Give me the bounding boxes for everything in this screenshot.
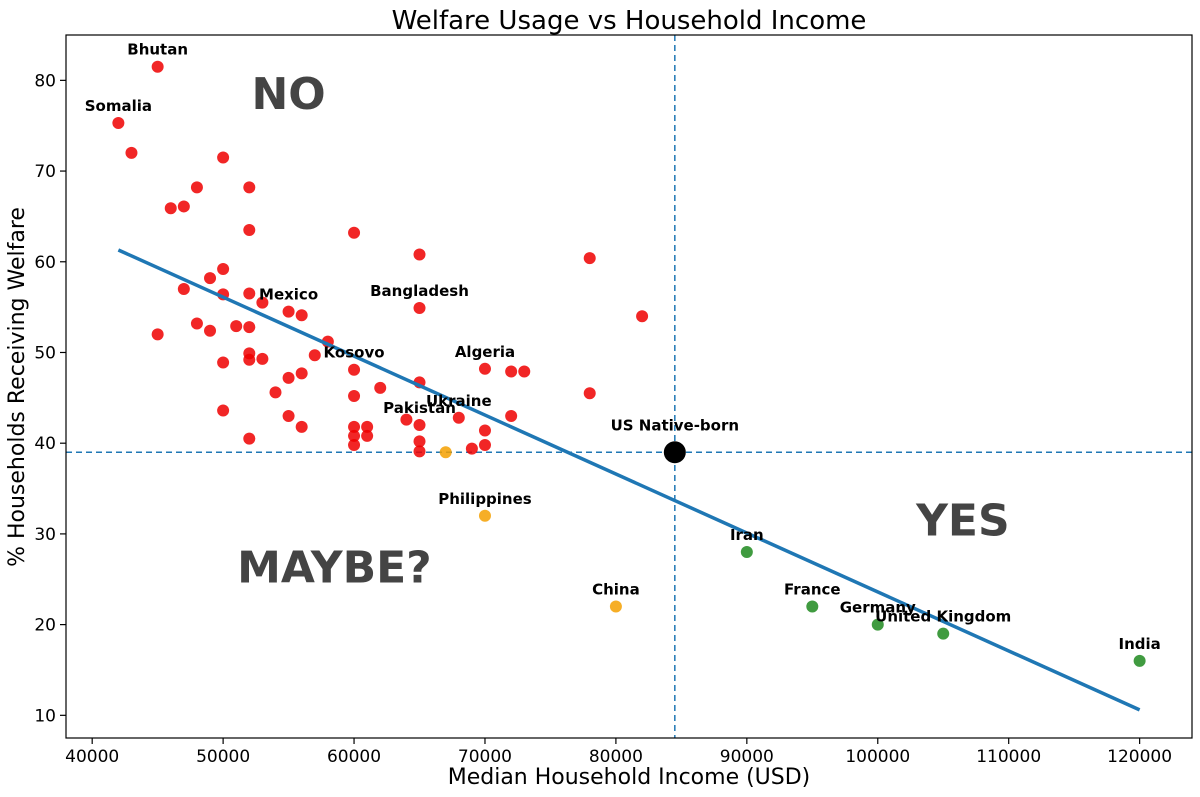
red-point — [230, 320, 242, 332]
point-label-china: China — [592, 580, 640, 598]
orange-point — [479, 510, 491, 522]
red-point — [243, 288, 255, 300]
red-point — [584, 252, 596, 264]
red-point — [243, 354, 255, 366]
red-point — [283, 306, 295, 318]
x-tick-label: 80000 — [589, 747, 643, 767]
red-point — [414, 445, 426, 457]
black-point — [664, 441, 686, 463]
red-point — [374, 382, 386, 394]
red-point — [243, 321, 255, 333]
red-point — [479, 424, 491, 436]
y-tick-label: 20 — [34, 616, 56, 636]
red-point — [636, 310, 648, 322]
red-point — [361, 430, 373, 442]
x-tick-label: 70000 — [458, 747, 512, 767]
red-point — [283, 410, 295, 422]
x-tick-label: 40000 — [65, 747, 119, 767]
red-point — [479, 363, 491, 375]
red-point — [414, 249, 426, 261]
red-point — [191, 317, 203, 329]
x-tick-label: 100000 — [845, 747, 910, 767]
quadrant-label-no: NO — [251, 69, 325, 120]
green-point — [806, 600, 818, 612]
red-point — [269, 386, 281, 398]
red-point — [243, 181, 255, 193]
x-tick-label: 60000 — [327, 747, 381, 767]
point-label-us-native-born: US Native-born — [611, 416, 740, 434]
point-label-india: India — [1118, 635, 1160, 653]
y-axis-title: % Households Receiving Welfare — [5, 207, 30, 567]
x-tick-label: 90000 — [720, 747, 774, 767]
y-tick-label: 10 — [34, 706, 56, 726]
point-label-iran: Iran — [730, 526, 764, 544]
y-tick-label: 70 — [34, 162, 56, 182]
chart-background — [0, 0, 1200, 797]
y-tick-label: 30 — [34, 525, 56, 545]
red-point — [296, 367, 308, 379]
red-point — [191, 181, 203, 193]
red-point — [414, 419, 426, 431]
y-tick-label: 60 — [34, 253, 56, 273]
red-point — [348, 390, 360, 402]
quadrant-label-yes: YES — [915, 495, 1010, 546]
red-point — [283, 372, 295, 384]
red-point — [217, 151, 229, 163]
green-point — [937, 628, 949, 640]
point-label-france: France — [784, 580, 841, 598]
red-point — [479, 439, 491, 451]
x-tick-label: 50000 — [196, 747, 250, 767]
x-axis-title: Median Household Income (USD) — [448, 765, 811, 790]
red-point — [296, 309, 308, 321]
red-point — [125, 147, 137, 159]
point-label-somalia: Somalia — [85, 97, 152, 115]
red-point — [348, 364, 360, 376]
red-point — [178, 200, 190, 212]
y-tick-label: 80 — [34, 71, 56, 91]
chart-root: Welfare Usage vs Household Income Median… — [0, 0, 1200, 797]
x-tick-label: 110000 — [976, 747, 1041, 767]
red-point — [505, 410, 517, 422]
point-label-algeria: Algeria — [455, 343, 515, 361]
red-point — [296, 421, 308, 433]
red-point — [204, 272, 216, 284]
orange-point — [440, 446, 452, 458]
red-point — [309, 349, 321, 361]
red-point — [217, 356, 229, 368]
red-point — [518, 366, 530, 378]
scatter-chart: Welfare Usage vs Household Income Median… — [0, 0, 1200, 797]
green-point — [1134, 655, 1146, 667]
red-point — [584, 387, 596, 399]
red-point — [414, 302, 426, 314]
green-point — [741, 546, 753, 558]
red-point — [256, 353, 268, 365]
red-point — [217, 263, 229, 275]
red-point — [112, 117, 124, 129]
chart-title: Welfare Usage vs Household Income — [392, 6, 867, 36]
point-label-united-kingdom: United Kingdom — [875, 608, 1011, 626]
point-label-mexico: Mexico — [259, 286, 318, 304]
red-point — [165, 202, 177, 214]
red-point — [217, 405, 229, 417]
red-point — [243, 433, 255, 445]
point-label-bangladesh: Bangladesh — [370, 282, 469, 300]
red-point — [204, 325, 216, 337]
red-point — [466, 443, 478, 455]
red-point — [152, 61, 164, 73]
red-point — [348, 439, 360, 451]
red-point — [348, 227, 360, 239]
red-point — [243, 224, 255, 236]
point-label-bhutan: Bhutan — [127, 41, 188, 59]
x-tick-label: 120000 — [1107, 747, 1172, 767]
red-point — [505, 366, 517, 378]
point-label-pakistan: Pakistan — [383, 399, 456, 417]
point-label-philippines: Philippines — [438, 490, 532, 508]
y-tick-label: 40 — [34, 434, 56, 454]
quadrant-label-maybe: MAYBE? — [237, 542, 432, 593]
point-label-kosovo: Kosovo — [324, 344, 385, 362]
red-point — [178, 283, 190, 295]
orange-point — [610, 600, 622, 612]
y-tick-label: 50 — [34, 343, 56, 363]
red-point — [152, 328, 164, 340]
